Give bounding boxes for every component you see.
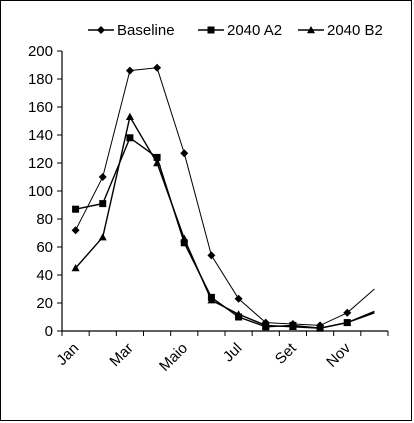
- y-tick-label: 0: [45, 323, 53, 340]
- series-line: [75, 67, 375, 326]
- data-point: [71, 226, 80, 235]
- y-tick-label: 60: [36, 239, 53, 256]
- data-point: [343, 308, 352, 317]
- data-point: [98, 173, 107, 181]
- x-tick-label: Maio: [156, 340, 191, 375]
- data-point: [153, 63, 162, 72]
- y-tick-label: 160: [28, 99, 53, 116]
- data-point: [343, 318, 352, 326]
- legend-label: 2040 A2: [227, 22, 282, 39]
- legend-label: Baseline: [117, 22, 175, 39]
- legend-item: 2040 B2: [298, 22, 383, 39]
- data-point: [207, 251, 216, 260]
- series-2040-b2: [71, 112, 375, 332]
- data-point: [288, 322, 297, 330]
- y-tick-label: 120: [28, 155, 53, 172]
- x-tick-label: Jan: [53, 340, 82, 369]
- data-point: [125, 112, 134, 120]
- data-point: [316, 324, 325, 332]
- y-axis: 0 20 40 60 80 100 120 140 160 180 200: [28, 43, 63, 340]
- data-point: [153, 153, 161, 161]
- y-tick-label: 140: [28, 127, 53, 144]
- legend-item: Baseline: [88, 22, 175, 39]
- series-line: [75, 136, 375, 329]
- y-tick-label: 40: [36, 267, 53, 284]
- data-point: [180, 239, 188, 247]
- y-tick-label: 200: [28, 43, 53, 60]
- legend: Baseline 2040 A2 2040 B2: [88, 22, 383, 39]
- legend-item: 2040 A2: [198, 22, 282, 39]
- y-tick-label: 20: [36, 295, 53, 312]
- data-point: [126, 134, 134, 142]
- series-line: [75, 114, 375, 329]
- x-tick-label: Mar: [106, 340, 136, 370]
- x-tick-label: Set: [272, 339, 301, 368]
- data-point: [99, 200, 107, 208]
- data-point: [98, 233, 107, 241]
- legend-marker: [307, 26, 315, 34]
- legend-label: 2040 B2: [327, 22, 383, 39]
- data-point: [71, 264, 80, 272]
- series-2040-a2: [72, 134, 375, 332]
- data-point: [261, 321, 270, 329]
- data-point: [234, 294, 243, 303]
- y-tick-label: 100: [28, 183, 53, 200]
- data-point: [207, 296, 216, 304]
- plot-area: [71, 63, 375, 332]
- y-tick-label: 180: [28, 71, 53, 88]
- legend-marker: [207, 26, 215, 34]
- data-point: [72, 205, 80, 213]
- data-point: [125, 66, 134, 75]
- data-point: [180, 234, 189, 242]
- data-point: [180, 149, 189, 158]
- x-tick-label: Jul: [220, 340, 246, 366]
- x-tick-label: Nov: [323, 339, 354, 370]
- x-axis: Jan Mar Maio Jul Set Nov: [53, 330, 389, 375]
- data-point: [234, 310, 243, 318]
- legend-marker: [97, 26, 105, 34]
- series-baseline: [71, 63, 375, 330]
- data-point: [153, 159, 162, 167]
- y-tick-label: 80: [36, 211, 53, 228]
